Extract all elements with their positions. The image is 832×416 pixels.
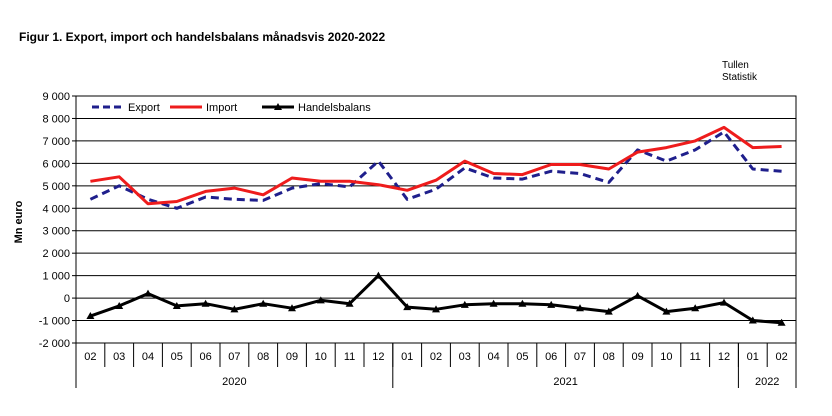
x-tick-label: 12 bbox=[718, 351, 730, 363]
x-tick-label: 05 bbox=[171, 351, 183, 363]
y-tick-label: -2 000 bbox=[39, 338, 70, 350]
data-point-marker bbox=[777, 318, 786, 326]
data-point-marker bbox=[748, 316, 757, 324]
x-tick-label: 06 bbox=[545, 351, 557, 363]
legend-label: Export bbox=[128, 102, 160, 114]
legend-marker bbox=[274, 103, 282, 110]
x-tick-label: 11 bbox=[689, 351, 700, 363]
x-tick-label: 11 bbox=[344, 351, 355, 363]
x-tick-label: 01 bbox=[401, 351, 413, 363]
x-tick-label: 09 bbox=[631, 351, 643, 363]
x-tick-label: 02 bbox=[775, 351, 787, 363]
series-line-export bbox=[89, 130, 782, 210]
data-point-marker bbox=[547, 300, 556, 308]
y-tick-label: 7 000 bbox=[42, 136, 70, 148]
y-tick-label: 6 000 bbox=[42, 158, 70, 170]
data-point-marker bbox=[720, 298, 728, 306]
x-tick-label: 02 bbox=[84, 351, 96, 363]
y-tick-label: 0 bbox=[64, 293, 70, 305]
chart-title: Figur 1. Export, import och handelsbalan… bbox=[19, 30, 386, 44]
data-point-marker bbox=[172, 301, 181, 309]
legend: Export Import Handelsbalans bbox=[92, 102, 371, 114]
data-point-marker bbox=[633, 291, 642, 299]
y-tick-label: 1 000 bbox=[42, 271, 70, 283]
data-point-marker bbox=[432, 305, 440, 313]
x-tick-label: 07 bbox=[574, 351, 586, 363]
y-tick-label: 5 000 bbox=[42, 181, 70, 193]
y-tick-label: 3 000 bbox=[42, 226, 70, 238]
x-tick-label: 02 bbox=[430, 351, 442, 363]
y-axis-label: Mn euro bbox=[13, 200, 25, 243]
series-line-handelsbalans bbox=[89, 274, 782, 325]
x-tick-label: 10 bbox=[660, 351, 672, 363]
data-point-marker bbox=[691, 304, 700, 312]
data-point-marker bbox=[345, 299, 354, 307]
data-point-marker bbox=[259, 299, 268, 307]
data-point-marker bbox=[144, 289, 152, 297]
data-point-marker bbox=[316, 296, 325, 304]
x-tick-label: 10 bbox=[315, 351, 327, 363]
y-tick-label: 8 000 bbox=[42, 113, 70, 125]
data-point-marker bbox=[230, 305, 239, 313]
year-label: 2020 bbox=[222, 376, 246, 388]
year-label: 2021 bbox=[553, 376, 577, 388]
data-point-marker bbox=[86, 312, 95, 320]
x-tick-label: 08 bbox=[603, 351, 615, 363]
data-point-marker bbox=[518, 299, 527, 307]
y-tick-label: -1 000 bbox=[39, 316, 70, 328]
legend-label: Handelsbalans bbox=[298, 102, 371, 114]
x-tick-label: 09 bbox=[286, 351, 298, 363]
source-label: Tullen Statistik bbox=[722, 60, 757, 84]
x-tick-label: 04 bbox=[487, 351, 499, 363]
x-tick-label: 05 bbox=[516, 351, 528, 363]
legend-label: Import bbox=[206, 102, 237, 114]
plot-area-frame bbox=[75, 95, 797, 344]
data-point-marker bbox=[576, 304, 584, 312]
x-axis: 02 03 04 05 06 07 08 09 10 11 12 01 02 03 04 05 06 07 08 09… bbox=[75, 343, 797, 388]
x-tick-label: 03 bbox=[459, 351, 471, 363]
data-point-marker bbox=[288, 304, 296, 312]
data-point-marker bbox=[374, 271, 383, 279]
data-point-marker bbox=[604, 307, 613, 315]
gridlines bbox=[72, 95, 797, 344]
x-tick-label: 01 bbox=[747, 351, 759, 363]
data-point-marker bbox=[403, 303, 412, 311]
y-tick-label: 2 000 bbox=[42, 248, 70, 260]
source-line: Statistik bbox=[722, 72, 758, 83]
series-line-import bbox=[90, 125, 782, 206]
y-tick-label: 9 000 bbox=[42, 91, 70, 103]
series-lines bbox=[86, 125, 786, 326]
x-tick-label: 03 bbox=[113, 351, 125, 363]
data-point-marker bbox=[201, 299, 210, 307]
data-point-marker bbox=[662, 307, 671, 315]
x-tick-label: 08 bbox=[257, 351, 269, 363]
x-tick-label: 06 bbox=[199, 351, 211, 363]
x-tick-label: 04 bbox=[142, 351, 154, 363]
data-point-marker bbox=[115, 301, 124, 309]
data-point-marker bbox=[489, 299, 498, 307]
y-tick-labels: -2 000 -1 000 0 1 000 2 000 3 000 4 000 5 000 6 … bbox=[39, 91, 70, 350]
source-line: Tullen bbox=[722, 60, 749, 71]
x-tick-label: 12 bbox=[372, 351, 384, 363]
x-tick-label: 07 bbox=[228, 351, 240, 363]
year-label: 2022 bbox=[755, 376, 779, 388]
y-tick-label: 4 000 bbox=[42, 203, 70, 215]
data-point-marker bbox=[460, 300, 469, 308]
